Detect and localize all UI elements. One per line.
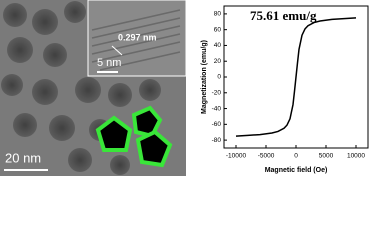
annotation: 75.61 emu/g [250, 8, 317, 23]
y-tick-label: 20 [214, 58, 222, 65]
y-tick-label: -40 [212, 105, 222, 112]
x-tick-label: 5000 [319, 153, 334, 160]
x-tick-label: -5000 [258, 153, 275, 160]
x-tick-label: 10000 [347, 153, 365, 160]
inset-label: 0.297 nm [118, 32, 157, 42]
scale-label: 20 nm [5, 150, 41, 165]
y-tick-label: 0 [217, 74, 221, 81]
y-tick-label: -80 [212, 137, 222, 144]
y-tick-label: 80 [214, 11, 222, 18]
page: 0.297 nm 5 nm 20 nm 75.61 emu/g Magnetic… [0, 0, 369, 176]
curve [235, 17, 357, 137]
tem-image: 0.297 nm 5 nm 20 nm [0, 0, 187, 176]
y-tick-label: 60 [214, 26, 222, 33]
x-tick-label: 0 [294, 153, 298, 160]
y-tick-label: -60 [212, 121, 222, 128]
x-tick-label: -10000 [226, 153, 247, 160]
figure: 0.297 nm 5 nm 20 nm 75.61 emu/g Magnetic… [0, 0, 369, 176]
y-tick-label: 40 [214, 42, 222, 49]
x-axis-label: Magnetic field (Oe) [265, 167, 328, 174]
inset-scale-label: 5 nm [97, 57, 121, 69]
y-axis-label: Magnetization (emu/g) [201, 40, 208, 114]
y-tick-label: -20 [212, 89, 222, 96]
